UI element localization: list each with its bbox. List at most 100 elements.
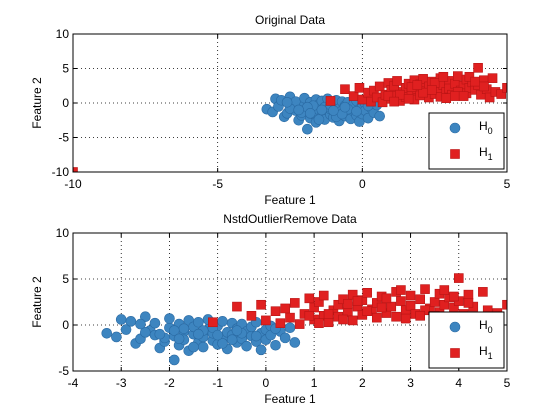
data-point [285,312,295,323]
x-tick-label: -10 [64,177,82,191]
data-point [340,84,350,94]
x-tick-label: 0 [359,177,366,191]
data-point [389,96,399,107]
data-point [381,293,392,304]
x-tick-label: 4 [455,376,462,390]
data-point [464,71,475,82]
y-tick-label: 0 [62,318,69,332]
data-point [284,322,296,334]
data-point [338,314,348,325]
data-point [463,298,474,308]
data-point [168,325,180,336]
x-tick-label: 1 [311,376,318,390]
data-point [438,71,449,82]
data-point [478,287,488,297]
data-point [140,311,151,323]
data-point [405,290,416,301]
data-point [400,313,411,324]
chart-title: Original Data [255,13,325,27]
data-point [270,306,281,317]
data-point [450,91,460,101]
data-point [376,302,387,313]
data-point [250,330,262,342]
chart-title: NstdOutlierRemove Data [223,212,357,226]
x-tick-label: -1 [212,376,223,390]
data-point [314,297,324,307]
y-tick-label: 10 [56,226,70,240]
x-tick-label: 5 [504,177,511,191]
data-point [420,305,430,316]
data-point [149,317,161,329]
data-point [302,123,313,135]
data-point [275,318,286,328]
data-point [479,81,489,92]
y-axis-label: Feature 2 [30,276,44,328]
subplot-nstdoutlierremove-data: -4 -3 -2 -1 0 1 2 3 4 5 -5 0 5 10 NstdOutlierRemove Da… [30,212,511,406]
data-point [420,284,430,294]
data-point [289,337,301,348]
data-point [294,319,305,329]
data-point [386,301,397,312]
data-point [226,334,238,346]
legend-marker-square [450,348,460,358]
data-point [304,108,316,119]
data-point [347,315,358,326]
x-tick-label: -5 [212,177,223,191]
data-point [396,296,406,306]
data-point [473,63,483,73]
data-point [316,104,328,116]
data-point [449,291,459,302]
data-point [293,104,304,116]
x-tick-label: -3 [116,376,127,390]
data-point [279,332,291,344]
y-tick-label: -5 [58,364,69,378]
data-point [125,316,137,327]
data-point [188,341,199,353]
y-tick-label: -5 [58,131,69,145]
y-tick-label: 5 [62,272,69,286]
legend-marker-circle [449,122,461,134]
legend-marker-square [450,149,460,159]
data-point [197,341,209,353]
y-tick-label: 10 [56,27,70,41]
data-point [415,310,426,321]
legend-box [428,311,505,369]
data-point [241,340,252,352]
data-point [120,324,132,335]
data-point [354,83,365,93]
data-point [208,317,218,328]
data-point [496,89,507,99]
data-point [73,167,78,172]
data-point [256,299,266,310]
y-tick-label: -10 [52,165,70,179]
data-point [231,325,243,336]
data-point [487,73,498,83]
data-point [318,290,329,301]
data-point [439,285,450,295]
data-point [343,299,353,309]
data-point [502,83,507,93]
data-point [261,315,271,326]
data-point [323,309,334,319]
data-point [290,298,300,308]
data-point [309,302,319,313]
series-h0 [261,91,385,135]
data-point [381,308,392,318]
data-point [374,110,385,122]
x-axis-label: Feature 1 [264,193,316,207]
data-point [374,81,385,92]
data-point [323,317,334,328]
x-tick-label: -2 [164,376,175,390]
data-point [453,71,463,81]
data-point [362,287,372,298]
data-point [458,91,469,101]
data-point [115,314,127,325]
data-point [470,76,480,87]
legend-box [428,112,505,170]
data-point [135,318,146,330]
data-point [212,329,223,341]
data-point [313,114,325,125]
data-point [255,344,267,356]
data-point [217,316,228,327]
